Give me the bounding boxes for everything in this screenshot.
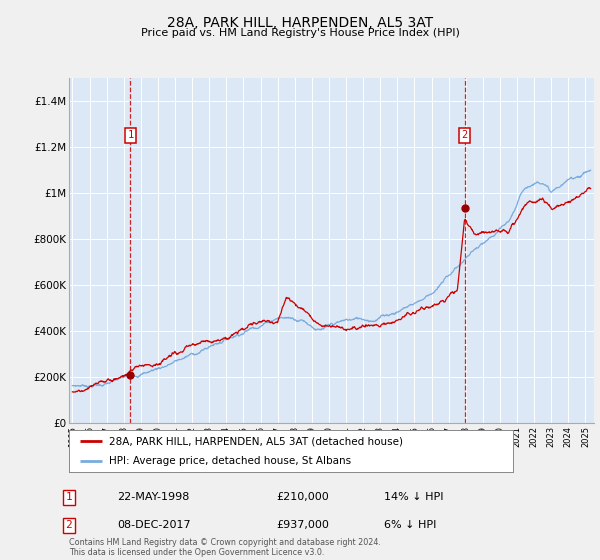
Text: 6% ↓ HPI: 6% ↓ HPI <box>384 520 436 530</box>
Text: Contains HM Land Registry data © Crown copyright and database right 2024.
This d: Contains HM Land Registry data © Crown c… <box>69 538 381 557</box>
Text: £210,000: £210,000 <box>276 492 329 502</box>
Text: 14% ↓ HPI: 14% ↓ HPI <box>384 492 443 502</box>
Text: Price paid vs. HM Land Registry's House Price Index (HPI): Price paid vs. HM Land Registry's House … <box>140 28 460 38</box>
Text: 08-DEC-2017: 08-DEC-2017 <box>117 520 191 530</box>
Text: £937,000: £937,000 <box>276 520 329 530</box>
Text: 28A, PARK HILL, HARPENDEN, AL5 3AT: 28A, PARK HILL, HARPENDEN, AL5 3AT <box>167 16 433 30</box>
Text: 2: 2 <box>461 130 467 140</box>
Text: HPI: Average price, detached house, St Albans: HPI: Average price, detached house, St A… <box>109 456 351 466</box>
Text: 28A, PARK HILL, HARPENDEN, AL5 3AT (detached house): 28A, PARK HILL, HARPENDEN, AL5 3AT (deta… <box>109 436 403 446</box>
Text: 1: 1 <box>127 130 134 140</box>
Text: 1: 1 <box>65 492 73 502</box>
Text: 2: 2 <box>65 520 73 530</box>
Text: 22-MAY-1998: 22-MAY-1998 <box>117 492 190 502</box>
